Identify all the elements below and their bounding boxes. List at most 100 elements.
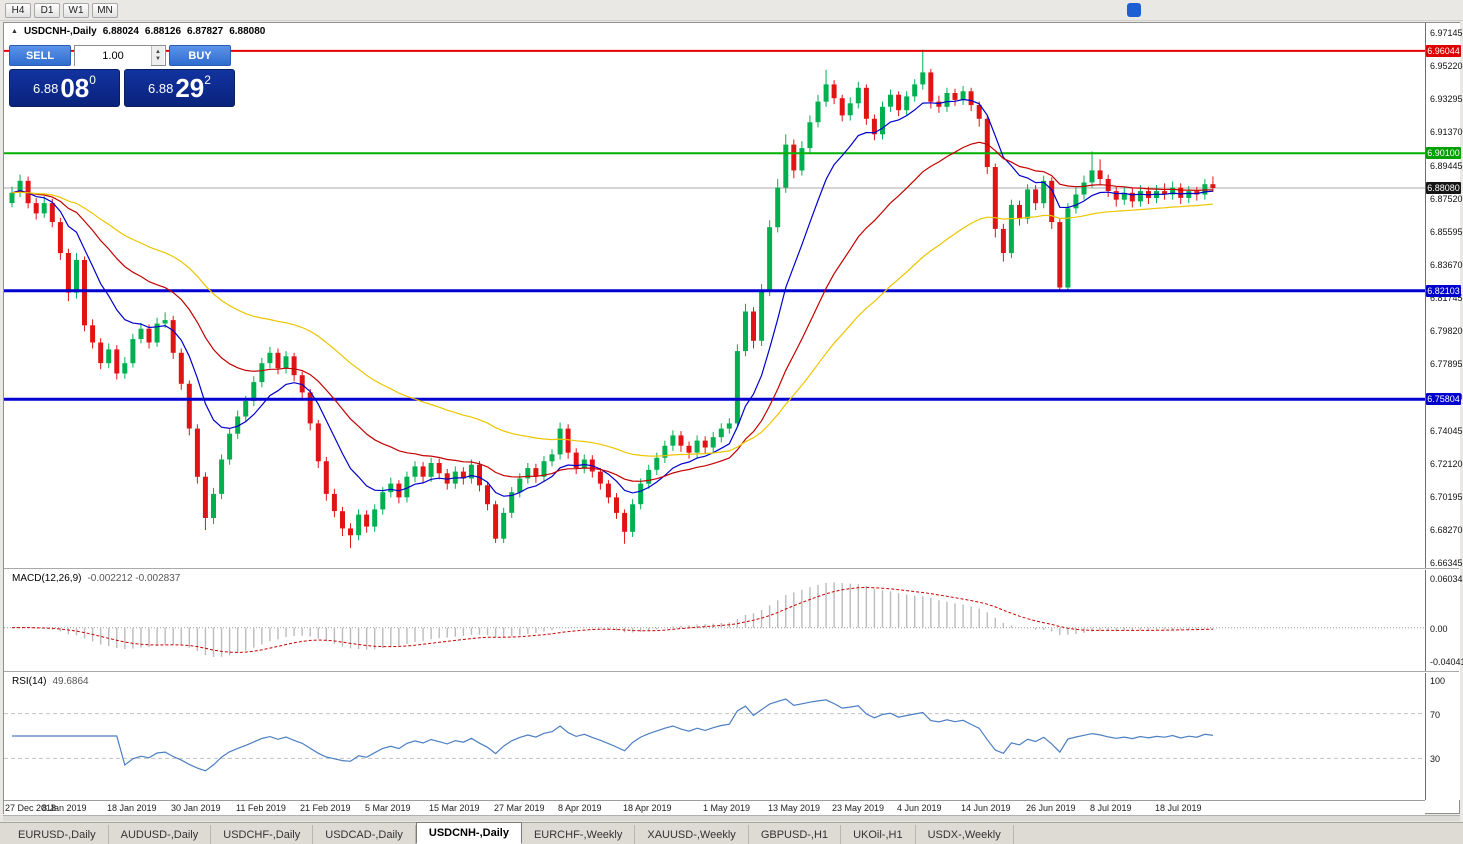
time-tick-label: 27 Dec 2018 xyxy=(5,803,57,813)
time-tick-label: 15 Mar 2019 xyxy=(429,803,480,813)
timeframe-d1-button[interactable]: D1 xyxy=(34,2,60,18)
chart-symbol-label: USDCNH-,Daily xyxy=(23,26,97,37)
ohlc-low: 6.87827 xyxy=(187,26,224,37)
time-tick-label: 5 Mar 2019 xyxy=(365,803,411,813)
collapse-icon[interactable]: ▲ xyxy=(11,28,18,35)
price-tick-label: 6.81745 xyxy=(1430,293,1463,303)
time-tick-label: 13 May 2019 xyxy=(768,803,821,813)
time-tick-label: 26 Jun 2019 xyxy=(1026,803,1076,813)
rsi-tick-label: 70 xyxy=(1430,710,1441,720)
one-click-trading-panel: SELL ▲ ▼ BUY 6.88 08 0 6.88 29 2 xyxy=(9,45,235,107)
price-tick-label: 6.83670 xyxy=(1430,260,1463,270)
time-tick-label: 8 Jan 2019 xyxy=(42,803,87,813)
price-marker-badge: 6.88080 xyxy=(1426,182,1461,194)
time-tick-label: 30 Jan 2019 xyxy=(171,803,221,813)
app-window-icon xyxy=(1127,3,1141,17)
macd-name: MACD(12,26,9) xyxy=(12,573,82,584)
chart-tab-xauusd-weekly[interactable]: XAUUSD-,Weekly xyxy=(635,825,749,844)
sell-button[interactable]: SELL xyxy=(9,45,71,66)
rsi-layer xyxy=(4,698,1425,772)
rsi-tick-label: 30 xyxy=(1430,754,1441,764)
time-tick-label: 18 Jan 2019 xyxy=(107,803,157,813)
timeframe-w1-button[interactable]: W1 xyxy=(63,2,89,18)
price-marker-badge: 6.82103 xyxy=(1426,285,1461,297)
horizontal-scrollbar[interactable] xyxy=(3,815,1460,821)
macd-tick-label: 0.00 xyxy=(1430,624,1448,634)
price-marker-badge: 6.75804 xyxy=(1426,393,1461,405)
price-tick-label: 6.79820 xyxy=(1430,326,1463,336)
time-tick-label: 27 Mar 2019 xyxy=(494,803,545,813)
price-marker-badge: 6.90100 xyxy=(1426,147,1461,159)
hlines-layer xyxy=(4,49,1425,401)
moving-averages-layer xyxy=(11,98,1213,497)
buy-price-tile[interactable]: 6.88 29 2 xyxy=(124,69,235,107)
macd-indicator-label: MACD(12,26,9) -0.002212 -0.002837 xyxy=(12,573,180,584)
ohlc-close: 6.88080 xyxy=(229,26,266,37)
chart-tab-gbpusd-h1[interactable]: GBPUSD-,H1 xyxy=(749,825,842,844)
volume-box: ▲ ▼ xyxy=(74,45,166,66)
panel-splitter[interactable] xyxy=(4,568,1459,570)
price-tick-label: 6.74045 xyxy=(1430,426,1463,436)
buy-button[interactable]: BUY xyxy=(169,45,231,66)
rsi-value: 49.6864 xyxy=(52,676,89,687)
chart-tab-usdx-weekly[interactable]: USDX-,Weekly xyxy=(916,825,1014,844)
time-tick-label: 11 Feb 2019 xyxy=(236,803,286,813)
timeframe-mn-button[interactable]: MN xyxy=(92,2,118,18)
price-tick-label: 6.66345 xyxy=(1430,558,1463,568)
chart-tab-eurusd-daily[interactable]: EURUSD-,Daily xyxy=(6,825,109,844)
volume-input[interactable] xyxy=(75,46,151,66)
time-tick-label: 4 Jun 2019 xyxy=(897,803,942,813)
buy-price-big: 29 xyxy=(175,73,205,103)
buy-price-sup: 2 xyxy=(204,73,211,87)
price-tick-label: 6.87520 xyxy=(1430,194,1463,204)
price-tick-label: 6.95220 xyxy=(1430,61,1463,71)
volume-down-icon[interactable]: ▼ xyxy=(155,55,161,62)
sell-price-tile[interactable]: 6.88 08 0 xyxy=(9,69,120,107)
sell-price-sup: 0 xyxy=(89,73,96,87)
chart-tab-usdcnh-daily[interactable]: USDCNH-,Daily xyxy=(415,822,522,844)
chart-header: ▲ USDCNH-,Daily 6.88024 6.88126 6.87827 … xyxy=(11,26,265,37)
macd-layer xyxy=(4,582,1425,657)
price-tick-label: 6.97145 xyxy=(1430,28,1463,38)
panel-splitter[interactable] xyxy=(4,671,1459,673)
volume-spinner: ▲ ▼ xyxy=(151,46,164,65)
rsi-indicator-label: RSI(14) 49.6864 xyxy=(12,676,89,687)
time-tick-label: 1 May 2019 xyxy=(703,803,751,813)
chart-window: ▲ USDCNH-,Daily 6.88024 6.88126 6.87827 … xyxy=(3,22,1463,815)
ohlc-open: 6.88024 xyxy=(102,26,139,37)
chart-tab-ukoil-h1[interactable]: UKOil-,H1 xyxy=(841,825,916,844)
macd-tick-label: -0.040415 xyxy=(1430,657,1463,667)
candles-layer xyxy=(9,49,1216,549)
chart-tab-bar: EURUSD-,Daily AUDUSD-,Daily USDCHF-,Daily U… xyxy=(0,822,1463,844)
macd-tick-label: 0.060342 xyxy=(1430,574,1463,584)
price-chart-canvas[interactable] xyxy=(4,23,1425,815)
ohlc-high: 6.88126 xyxy=(144,26,182,37)
price-tick-label: 6.91370 xyxy=(1430,127,1463,137)
macd-values: -0.002212 -0.002837 xyxy=(87,573,181,584)
time-tick-label: 18 Jul 2019 xyxy=(1155,803,1202,813)
price-tick-label: 6.77895 xyxy=(1430,359,1463,369)
buy-price-base: 6.88 xyxy=(148,80,174,96)
timeframe-toolbar: H4 D1 W1 MN xyxy=(0,0,1463,21)
price-tick-label: 6.68270 xyxy=(1430,525,1463,535)
price-tick-label: 6.85595 xyxy=(1430,227,1463,237)
sell-price-base: 6.88 xyxy=(33,80,59,96)
time-tick-label: 8 Jul 2019 xyxy=(1090,803,1132,813)
volume-up-icon[interactable]: ▲ xyxy=(155,48,161,55)
chart-tab-usdcad-daily[interactable]: USDCAD-,Daily xyxy=(313,825,416,844)
chart-tab-audusd-daily[interactable]: AUDUSD-,Daily xyxy=(109,825,212,844)
timeframe-h4-button[interactable]: H4 xyxy=(5,2,31,18)
price-tick-label: 6.70195 xyxy=(1430,492,1463,502)
price-axis[interactable]: 6.97145 6.95220 6.93295 6.91370 6.89445 6.875… xyxy=(1425,23,1463,800)
chart-tab-eurchf-weekly[interactable]: EURCHF-,Weekly xyxy=(522,825,636,844)
rsi-name: RSI(14) xyxy=(12,676,47,687)
time-tick-label: 8 Apr 2019 xyxy=(558,803,602,813)
price-tick-label: 6.72120 xyxy=(1430,459,1463,469)
price-tick-label: 6.93295 xyxy=(1430,94,1463,104)
time-tick-label: 18 Apr 2019 xyxy=(623,803,672,813)
price-marker-badge: 6.96044 xyxy=(1426,45,1461,57)
time-axis[interactable]: 27 Dec 2018 8 Jan 2019 18 Jan 2019 30 Jan 2… xyxy=(4,800,1425,815)
chart-tab-usdchf-daily[interactable]: USDCHF-,Daily xyxy=(211,825,314,844)
time-tick-label: 14 Jun 2019 xyxy=(961,803,1011,813)
time-tick-label: 21 Feb 2019 xyxy=(300,803,351,813)
